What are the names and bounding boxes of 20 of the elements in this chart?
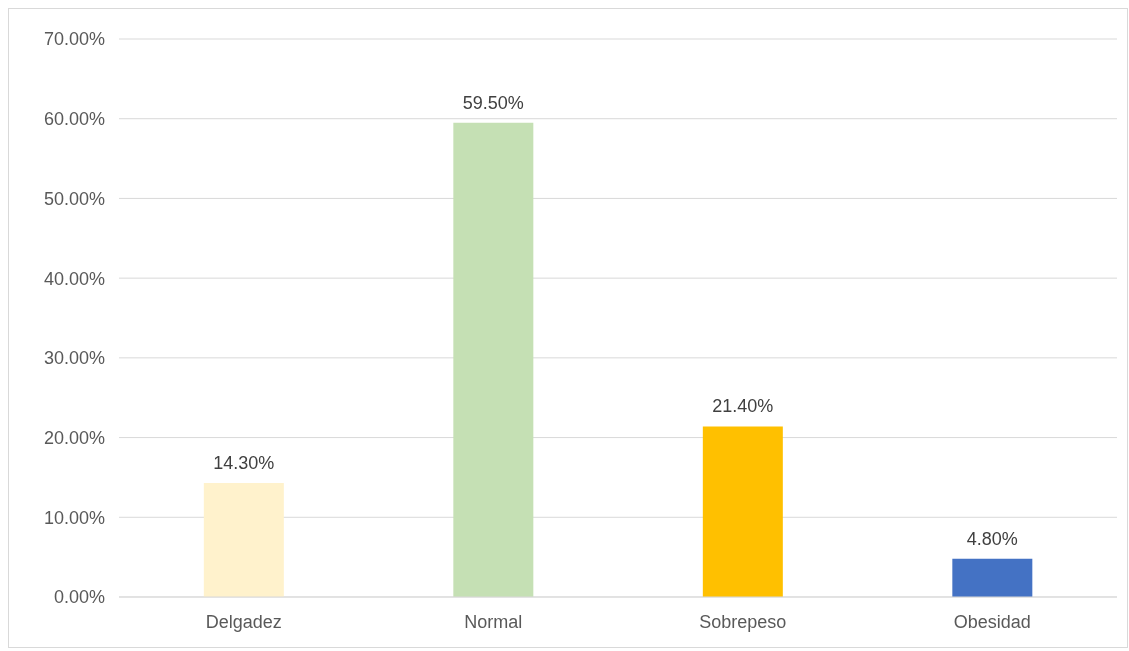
x-tick-label: Normal (464, 611, 523, 632)
data-label: 59.50% (462, 92, 524, 113)
bar (702, 426, 783, 597)
data-label: 14.30% (213, 453, 275, 474)
y-tick-label: 0.00% (53, 587, 105, 608)
y-tick-label: 30.00% (43, 348, 105, 369)
bar (203, 483, 284, 597)
x-tick-label: Obesidad (953, 611, 1031, 632)
y-tick-label: 50.00% (43, 188, 105, 209)
bar (453, 122, 534, 597)
y-tick-label: 60.00% (43, 109, 105, 130)
y-tick-label: 40.00% (43, 268, 105, 289)
y-tick-label: 70.00% (43, 29, 105, 50)
data-label: 4.80% (966, 528, 1018, 549)
data-label: 21.40% (712, 396, 774, 417)
x-tick-label: Delgadez (205, 611, 282, 632)
bar (952, 558, 1033, 597)
y-tick-label: 10.00% (43, 507, 105, 528)
y-tick-label: 20.00% (43, 427, 105, 448)
x-tick-label: Sobrepeso (699, 611, 787, 632)
